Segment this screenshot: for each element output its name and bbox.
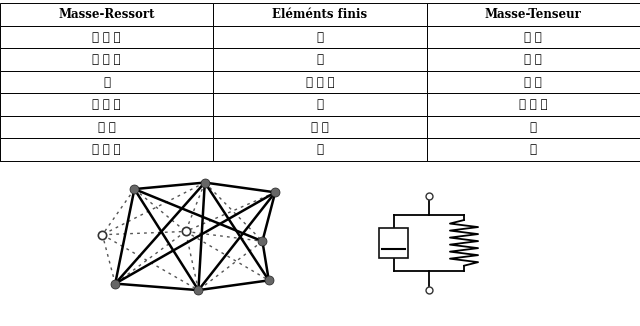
Bar [380,228,408,258]
